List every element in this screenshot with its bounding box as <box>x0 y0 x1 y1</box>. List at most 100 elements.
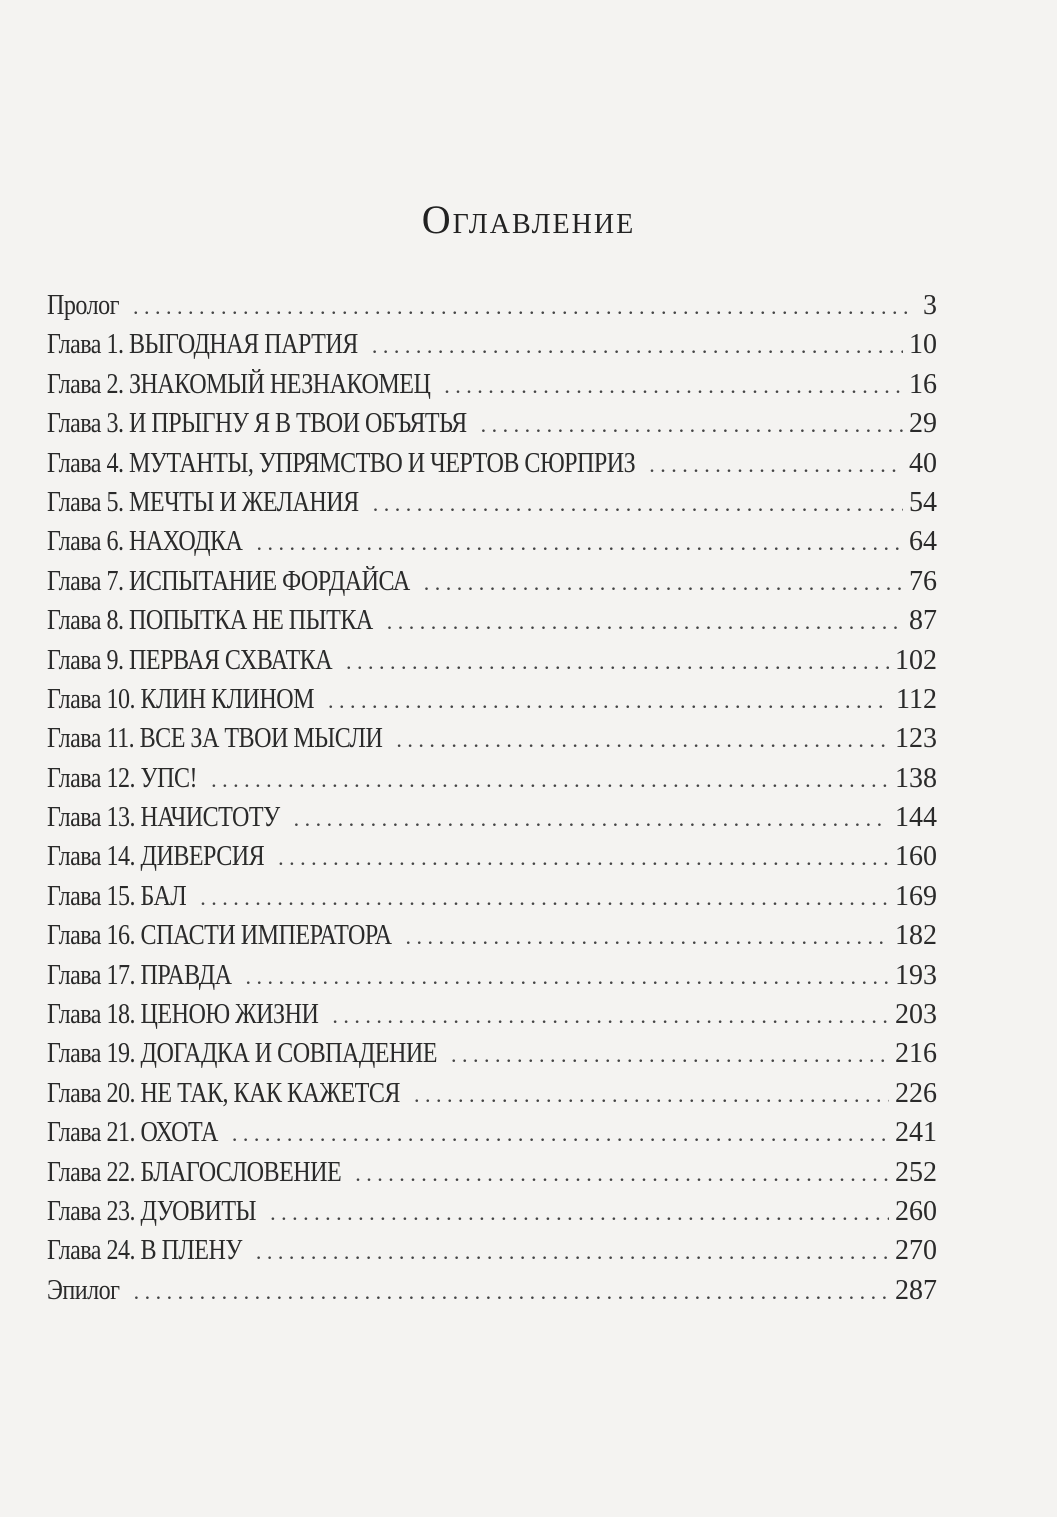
toc-entry: Глава 14. ДИВЕРСИЯ 160 <box>47 837 937 876</box>
toc-entry-page: 144 <box>895 802 937 834</box>
toc-entry-page: 182 <box>895 920 937 952</box>
dot-leader <box>346 642 889 681</box>
toc-entry-label: Глава 24. В ПЛЕНУ <box>47 1235 242 1267</box>
toc-entry-label: Глава 21. ОХОТА <box>47 1117 218 1149</box>
toc-entry: Глава 19. ДОГАДКА И СОВПАДЕНИЕ 216 <box>47 1034 937 1073</box>
toc-entry: Глава 4. МУТАНТЫ, УПРЯМСТВО И ЧЕРТОВ СЮР… <box>47 444 937 483</box>
dot-leader <box>270 1193 889 1232</box>
dot-leader <box>294 799 889 838</box>
dot-leader <box>232 1114 889 1153</box>
dot-leader <box>481 405 903 444</box>
toc-entry-page: 193 <box>895 959 937 991</box>
dot-leader <box>373 484 903 523</box>
dot-leader <box>387 602 903 641</box>
toc-entry-label: Глава 20. НЕ ТАК, КАК КАЖЕТСЯ <box>47 1077 400 1109</box>
dot-leader <box>444 366 903 405</box>
toc-entry: Глава 8. ПОПЫТКА НЕ ПЫТКА 87 <box>47 601 937 640</box>
dot-leader <box>451 1035 889 1074</box>
toc-entry: Глава 6. НАХОДКА 64 <box>47 522 937 561</box>
toc-entry-page: 40 <box>909 447 937 479</box>
dot-leader <box>649 445 903 484</box>
toc-entry-page: 169 <box>895 880 937 912</box>
toc-entry-label: Глава 17. ПРАВДА <box>47 959 232 991</box>
page-title: Оглавление <box>421 197 636 242</box>
toc-entry: Глава 11. ВСЕ ЗА ТВОИ МЫСЛИ 123 <box>47 719 937 758</box>
table-of-contents: Пролог 3 Глава 1. ВЫГОДНАЯ ПАРТИЯ 10 Глава 2… <box>47 286 937 1310</box>
toc-entry: Глава 21. ОХОТА 241 <box>47 1113 937 1152</box>
toc-entry-label: Глава 11. ВСЕ ЗА ТВОИ МЫСЛИ <box>47 723 383 755</box>
toc-entry-label: Глава 5. МЕЧТЫ И ЖЕЛАНИЯ <box>47 486 359 518</box>
toc-entry: Глава 17. ПРАВДА 193 <box>47 956 937 995</box>
toc-entry-page: 3 <box>923 290 937 321</box>
toc-entry-label: Глава 23. ДУОВИТЫ <box>47 1195 257 1227</box>
toc-entry-label: Глава 10. КЛИН КЛИНОМ <box>47 683 315 715</box>
toc-entry-page: 226 <box>895 1077 937 1109</box>
dot-leader <box>406 917 889 956</box>
dot-leader <box>256 1232 889 1271</box>
toc-entry: Глава 10. КЛИН КЛИНОМ 112 <box>47 680 937 719</box>
toc-entry-page: 287 <box>895 1274 937 1306</box>
toc-entry-label: Глава 18. ЦЕНОЮ ЖИЗНИ <box>47 999 319 1031</box>
toc-entry-label: Глава 16. СПАСТИ ИМПЕРАТОРА <box>47 920 392 952</box>
dot-leader <box>256 523 903 562</box>
toc-entry-page: 138 <box>895 762 937 794</box>
toc-entry-page: 160 <box>895 841 937 873</box>
toc-entry-page: 87 <box>909 605 937 637</box>
dot-leader <box>372 326 903 365</box>
toc-entry-label: Глава 22. БЛАГОСЛОВЕНИЕ <box>47 1156 342 1188</box>
toc-entry: Глава 23. ДУОВИТЫ 260 <box>47 1192 937 1231</box>
dot-leader <box>424 563 903 602</box>
toc-entry: Эпилог 287 <box>47 1271 937 1310</box>
dot-leader <box>414 1075 889 1114</box>
toc-entry-label: Глава 2. ЗНАКОМЫЙ НЕЗНАКОМЕЦ <box>47 368 431 400</box>
toc-entry-label: Глава 3. И ПРЫГНУ Я В ТВОИ ОБЪЯТЬЯ <box>47 408 467 440</box>
dot-leader <box>134 1272 889 1311</box>
toc-entry-page: 29 <box>909 408 937 440</box>
dot-leader <box>245 957 889 996</box>
toc-entry: Глава 18. ЦЕНОЮ ЖИЗНИ 203 <box>47 995 937 1034</box>
toc-entry: Глава 12. УПС! 138 <box>47 759 937 798</box>
toc-entry-label: Глава 15. БАЛ <box>47 880 187 912</box>
toc-entry-page: 64 <box>909 526 937 558</box>
toc-entry: Глава 1. ВЫГОДНАЯ ПАРТИЯ 10 <box>47 325 937 364</box>
toc-entry: Глава 22. БЛАГОСЛОВЕНИЕ 252 <box>47 1153 937 1192</box>
dot-leader <box>328 681 890 720</box>
dot-leader <box>200 878 889 917</box>
toc-entry: Глава 9. ПЕРВАЯ СХВАТКА 102 <box>47 641 937 680</box>
toc-entry-label: Пролог <box>47 290 120 321</box>
toc-entry-page: 203 <box>895 999 937 1031</box>
toc-entry-label: Глава 7. ИСПЫТАНИЕ ФОРДАЙСА <box>47 565 410 597</box>
dot-leader <box>211 760 889 799</box>
toc-entry-label: Глава 6. НАХОДКА <box>47 526 243 558</box>
toc-entry-label: Глава 13. НАЧИСТОТУ <box>47 802 280 834</box>
toc-entry-label: Глава 1. ВЫГОДНАЯ ПАРТИЯ <box>47 329 358 361</box>
toc-entry-page: 123 <box>895 723 937 755</box>
toc-entry: Глава 7. ИСПЫТАНИЕ ФОРДАЙСА 76 <box>47 562 937 601</box>
toc-entry-page: 252 <box>895 1156 937 1188</box>
dot-leader <box>355 1154 889 1193</box>
toc-entry-label: Глава 19. ДОГАДКА И СОВПАДЕНИЕ <box>47 1038 437 1070</box>
toc-entry-label: Глава 8. ПОПЫТКА НЕ ПЫТКА <box>47 605 373 637</box>
toc-entry-page: 241 <box>895 1117 937 1149</box>
toc-entry-page: 216 <box>895 1038 937 1070</box>
dot-leader <box>332 996 889 1035</box>
toc-entry: Глава 15. БАЛ 169 <box>47 877 937 916</box>
toc-entry-page: 16 <box>909 368 937 400</box>
toc-entry-page: 76 <box>909 565 937 597</box>
dot-leader <box>396 720 889 759</box>
toc-entry: Глава 5. МЕЧТЫ И ЖЕЛАНИЯ 54 <box>47 483 937 522</box>
toc-entry-label: Глава 9. ПЕРВАЯ СХВАТКА <box>47 644 333 676</box>
toc-entry: Глава 16. СПАСТИ ИМПЕРАТОРА 182 <box>47 916 937 955</box>
toc-entry: Глава 20. НЕ ТАК, КАК КАЖЕТСЯ 226 <box>47 1074 937 1113</box>
toc-entry-page: 54 <box>909 486 937 518</box>
toc-entry-label: Глава 14. ДИВЕРСИЯ <box>47 841 265 873</box>
toc-entry-label: Глава 12. УПС! <box>47 762 198 794</box>
dot-leader <box>133 287 911 326</box>
toc-entry: Глава 3. И ПРЫГНУ Я В ТВОИ ОБЪЯТЬЯ 29 <box>47 404 937 443</box>
toc-entry-page: 260 <box>895 1195 937 1227</box>
toc-entry: Глава 2. ЗНАКОМЫЙ НЕЗНАКОМЕЦ 16 <box>47 365 937 404</box>
toc-entry: Глава 13. НАЧИСТОТУ 144 <box>47 798 937 837</box>
toc-entry-label: Эпилог <box>47 1274 120 1306</box>
toc-entry-page: 270 <box>895 1235 937 1267</box>
toc-entry-page: 102 <box>895 644 937 676</box>
